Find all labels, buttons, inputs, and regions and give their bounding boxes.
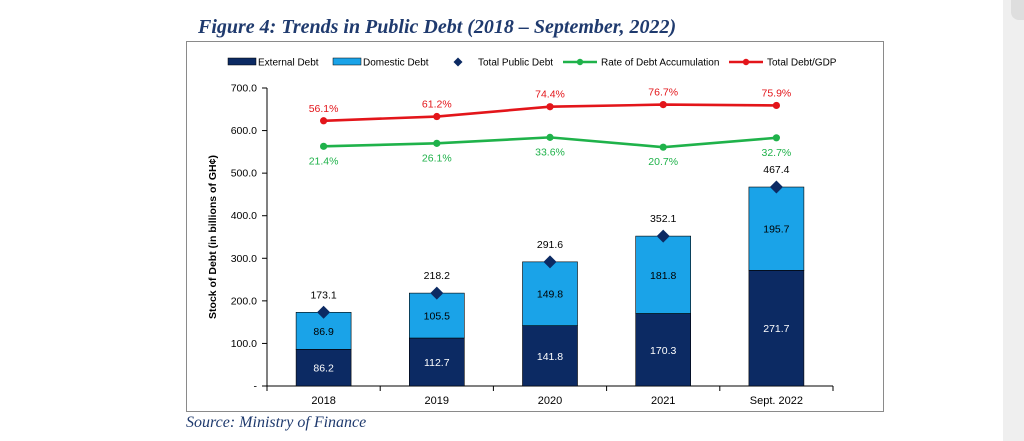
label-domestic-debt: 86.9 — [313, 326, 334, 338]
y-tick-label: 600.0 — [231, 125, 257, 137]
bar-domestic-debt — [409, 292, 465, 339]
label-total-public-debt: 218.2 — [424, 270, 450, 282]
bar-external-debt — [748, 270, 805, 387]
legend-label-total-public-debt: Total Public Debt — [478, 58, 553, 69]
marker-total-public-debt — [656, 229, 670, 243]
y-tick-label: - — [254, 381, 258, 393]
label-rate-of-debt-accumulation: 26.1% — [422, 152, 452, 164]
label-domestic-debt: 181.8 — [650, 270, 676, 282]
label-external-debt: 170.3 — [650, 345, 676, 357]
y-tick-label: 500.0 — [231, 168, 257, 180]
source-note: Source: Ministry of Finance — [186, 414, 367, 431]
point-total-debt-gdp — [659, 101, 667, 109]
point-total-debt-gdp — [546, 103, 554, 111]
point-rate-of-debt-accumulation — [546, 133, 554, 141]
y-tick-label: 400.0 — [231, 210, 257, 222]
point-total-debt-gdp — [320, 117, 328, 125]
x-tick-label: 2019 — [425, 395, 449, 407]
label-external-debt: 112.7 — [424, 357, 450, 369]
label-total-debt-gdp: 75.9% — [762, 87, 792, 99]
bar-external-debt — [635, 313, 692, 387]
scrollbar-track[interactable] — [1003, 0, 1024, 441]
bar-external-debt — [295, 349, 352, 387]
label-rate-of-debt-accumulation: 21.4% — [309, 155, 339, 167]
label-domestic-debt: 195.7 — [763, 224, 789, 236]
label-external-debt: 271.7 — [763, 323, 789, 335]
y-tick-label: 700.0 — [231, 83, 257, 95]
lines — [317, 101, 783, 319]
label-rate-of-debt-accumulation: 32.7% — [762, 147, 792, 159]
point-rate-of-debt-accumulation — [772, 134, 781, 142]
label-total-public-debt: 173.1 — [310, 289, 336, 301]
label-total-public-debt: 352.1 — [650, 213, 676, 225]
x-tick-label: 2018 — [311, 395, 335, 407]
label-external-debt: 86.2 — [313, 363, 334, 375]
legend-swatch-total-public-debt — [453, 57, 463, 67]
label-external-debt: 141.8 — [537, 351, 563, 363]
bar-external-debt — [522, 325, 578, 387]
label-domestic-debt: 105.5 — [424, 311, 450, 323]
point-total-debt-gdp — [433, 112, 441, 121]
point-total-debt-gdp — [772, 101, 781, 110]
legend-swatch-point-rate-of-debt-accumulation — [576, 58, 584, 66]
label-total-debt-gdp: 61.2% — [422, 99, 452, 111]
y-tick-label: 100.0 — [231, 338, 257, 350]
label-total-debt-gdp: 76.7% — [648, 87, 678, 99]
legend-swatch-external-debt — [227, 57, 257, 66]
point-rate-of-debt-accumulation — [433, 139, 441, 147]
legend-label-total-debt-gdp: Total Debt/GDP — [767, 58, 837, 69]
point-rate-of-debt-accumulation — [659, 143, 667, 151]
legend-label-domestic-debt: Domestic Debt — [363, 58, 429, 69]
y-tick-label: 200.0 — [231, 295, 257, 307]
bar-domestic-debt — [522, 261, 578, 326]
y-tick-label: 300.0 — [231, 253, 257, 265]
marker-total-public-debt — [769, 180, 783, 194]
bar-external-debt — [409, 337, 465, 387]
figure-title: Figure 4: Trends in Public Debt (2018 – … — [198, 16, 677, 38]
legend-swatch-point-total-debt-gdp — [742, 58, 750, 66]
marker-total-public-debt — [317, 305, 331, 319]
y-axis-title: Stock of Debt (in billions of GH¢) — [207, 155, 219, 319]
bar-domestic-debt — [748, 186, 805, 271]
marker-total-public-debt — [430, 286, 444, 300]
x-tick-label: 2020 — [538, 395, 562, 407]
legend-label-external-debt: External Debt — [258, 58, 319, 69]
x-tick-label: 2021 — [651, 395, 675, 407]
bars — [295, 186, 805, 387]
data-labels: 86.2 86.9 112.7 105.5 141.8 149.8 170.3 181.8 27… — [309, 87, 792, 375]
axes: - 100.0 200.0 300.0 400.0 500.0 600.0 700.0 2018… — [207, 83, 834, 407]
label-total-public-debt: 291.6 — [537, 239, 563, 251]
label-total-public-debt: 467.4 — [763, 164, 789, 176]
scrollbar-thumb[interactable] — [1011, 0, 1024, 20]
label-total-debt-gdp: 56.1% — [309, 103, 339, 115]
label-rate-of-debt-accumulation: 20.7% — [648, 156, 678, 168]
legend-swatch-domestic-debt — [332, 57, 362, 66]
chart-frame: External Debt Domestic Debt Total Public D… — [186, 41, 884, 412]
legend-label-rate-of-debt-accumulation: Rate of Debt Accumulation — [601, 58, 719, 69]
label-domestic-debt: 149.8 — [537, 289, 563, 301]
label-rate-of-debt-accumulation: 33.6% — [535, 146, 565, 158]
point-rate-of-debt-accumulation — [320, 142, 328, 150]
legend: External Debt Domestic Debt Total Public D… — [227, 57, 837, 69]
label-total-debt-gdp: 74.4% — [535, 89, 565, 101]
chart-svg: External Debt Domestic Debt Total Public D… — [207, 57, 837, 407]
bar-domestic-debt — [635, 235, 692, 314]
x-tick-label: Sept. 2022 — [750, 395, 803, 407]
